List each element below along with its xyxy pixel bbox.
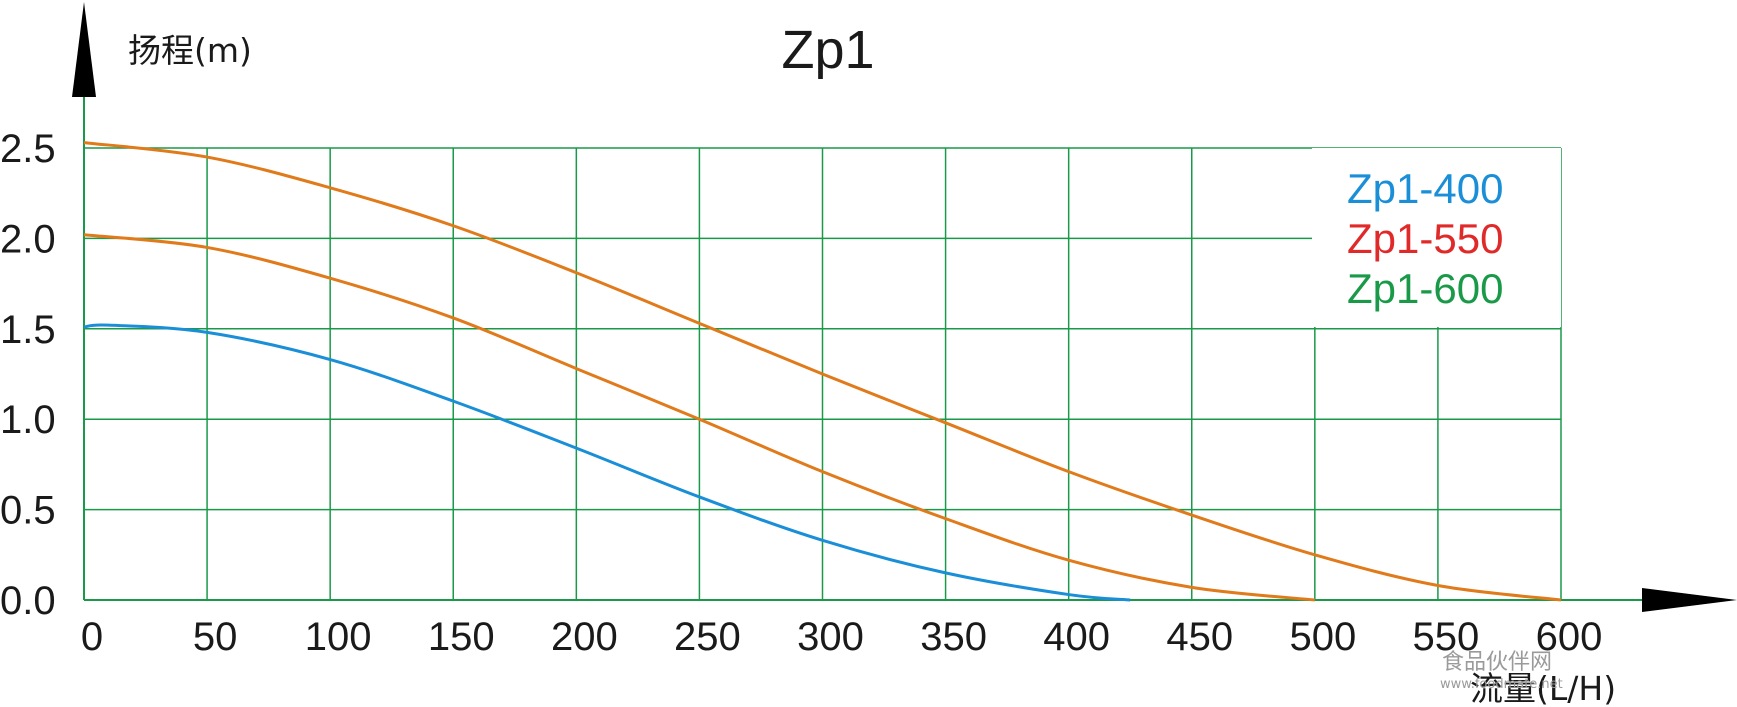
axes — [72, 2, 1737, 612]
series-line-2 — [83, 233, 1315, 602]
x-tick-label: 50 — [193, 615, 238, 659]
y-tick-label: 1.5 — [0, 308, 56, 352]
series-line-3 — [83, 141, 1562, 602]
legend-entry: Zp1-550 — [1347, 215, 1503, 262]
tick-labels: 0 50 100 150 200 250 300 350 400 450 500 550 600 0.0 0… — [0, 127, 1602, 659]
watermark-name: 食品伙伴网 — [1442, 650, 1552, 675]
x-tick-label: 600 — [1536, 615, 1603, 659]
x-tick-label: 300 — [797, 615, 864, 659]
y-axis-arrow-icon — [72, 2, 96, 97]
y-tick-label: 2.0 — [0, 217, 56, 261]
x-tick-label: 450 — [1166, 615, 1233, 659]
x-tick-label: 550 — [1413, 615, 1480, 659]
x-tick-label: 100 — [305, 615, 372, 659]
chart-title: Zp1 — [781, 20, 874, 80]
y-tick-label: 1.0 — [0, 398, 56, 442]
x-tick-label: 500 — [1289, 615, 1356, 659]
series-layer — [83, 141, 1562, 602]
series-line-1 — [83, 323, 1131, 602]
x-tick-label: 0 — [81, 615, 103, 659]
legend-box — [1312, 148, 1561, 327]
y-tick-label: 0.0 — [0, 579, 56, 623]
x-tick-label: 200 — [551, 615, 618, 659]
x-tick-label: 350 — [920, 615, 987, 659]
x-axis-label: 流量(L/H) — [1470, 669, 1616, 707]
y-axis-label: 扬程(m) — [128, 31, 252, 70]
legend-entry: Zp1-600 — [1347, 265, 1503, 312]
y-tick-label: 0.5 — [0, 489, 56, 533]
watermark-url: www.foodmate.net — [1440, 677, 1563, 692]
y-tick-label: 2.5 — [0, 127, 56, 171]
x-tick-label: 250 — [674, 615, 741, 659]
x-tick-label: 400 — [1043, 615, 1110, 659]
x-axis-arrow-icon — [1642, 588, 1737, 612]
x-tick-label: 150 — [428, 615, 495, 659]
legend-entry: Zp1-400 — [1347, 165, 1503, 212]
